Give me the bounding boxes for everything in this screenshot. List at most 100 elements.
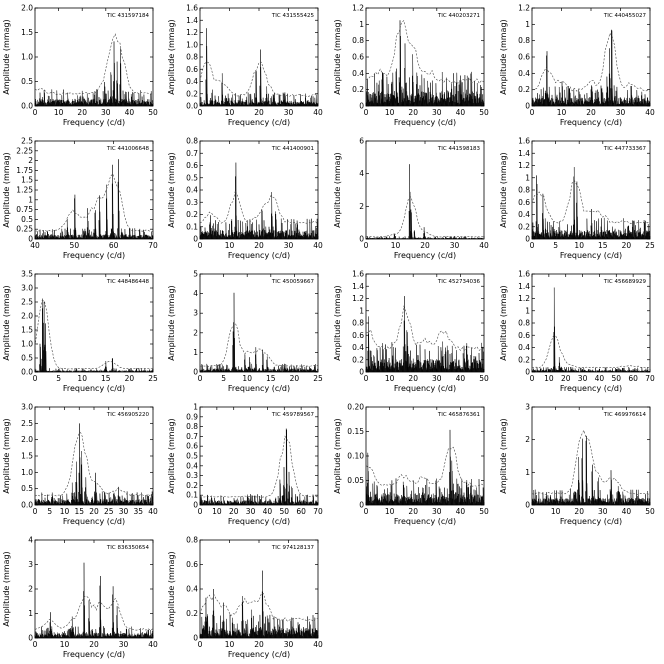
- y-tick-label: 2: [28, 156, 33, 165]
- x-tick-label: 20: [408, 108, 418, 117]
- significance-curve: [532, 180, 650, 225]
- x-tick-label: 40: [479, 241, 489, 250]
- x-tick-label: 30: [616, 108, 626, 117]
- y-axis-label: Amplitude (mmag): [2, 418, 11, 493]
- panel-title: TIC 836350654: [106, 545, 150, 551]
- x-tick-label: 10: [212, 507, 222, 516]
- x-tick-label: 20: [561, 374, 571, 383]
- x-tick-label: 5: [47, 507, 52, 516]
- panel-title: TIC 469976614: [603, 412, 647, 418]
- amplitude-spectrum: [200, 28, 318, 106]
- y-tick-label: 0.2: [518, 85, 530, 94]
- x-axis-label: Frequency (c/d): [228, 517, 290, 526]
- panel-title: TIC 441006648: [106, 146, 150, 152]
- significance-curve: [366, 305, 484, 352]
- y-tick-label: 0.8: [186, 137, 198, 146]
- y-tick-label: 1: [28, 195, 33, 204]
- y-tick-label: 0: [525, 368, 530, 377]
- x-tick-label: 30: [101, 108, 111, 117]
- x-tick-label: 30: [284, 241, 294, 250]
- plot-frame: [531, 406, 651, 506]
- periodogram-panel: 0 10 20 30 40 50 0 0.2 0.4 0.6 0.8 1 1.2 Frequency (c…: [333, 4, 489, 128]
- y-tick-label: 1.0: [186, 40, 198, 49]
- significance-curve: [200, 322, 318, 367]
- y-tick-label: 2.5: [21, 137, 33, 146]
- y-tick-label: 1.2: [518, 4, 530, 13]
- y-axis-label: Amplitude (mmag): [2, 152, 11, 227]
- y-tick-label: 0.2: [186, 89, 198, 98]
- x-tick-label: 0: [364, 108, 369, 117]
- x-tick-label: 0: [33, 640, 38, 649]
- x-tick-label: 40: [125, 108, 135, 117]
- periodogram-panel: 40 50 60 70 00.250.50.7511.251.51.7522.252.5…: [2, 137, 158, 261]
- y-tick-label: 4: [359, 169, 364, 178]
- y-tick-label: 1.25: [16, 186, 33, 195]
- x-tick-label: 40: [595, 374, 605, 383]
- significance-curve: [366, 20, 484, 84]
- y-tick-label: 1.2: [518, 294, 530, 303]
- plot-frame: [531, 273, 651, 373]
- amplitude-spectrum: [532, 167, 650, 239]
- x-tick-label: 10: [551, 507, 561, 516]
- significance-curve: [200, 593, 318, 622]
- x-tick-label: 0: [364, 241, 369, 250]
- y-tick-label: 3: [525, 403, 530, 412]
- x-axis-label: Frequency (c/d): [394, 517, 456, 526]
- y-tick-label: 1: [193, 348, 198, 357]
- panel-title: TIC 974128137: [271, 545, 315, 551]
- periodogram-panel: 0 10 20 30 40 50 0 1 2 3 Frequency (c/d) Amplitude …: [499, 403, 655, 527]
- x-tick-label: 40: [456, 507, 466, 516]
- x-tick-label: 50: [148, 108, 158, 117]
- x-tick-label: 30: [432, 374, 442, 383]
- y-tick-label: 1.75: [16, 166, 33, 175]
- amplitude-spectrum: [35, 423, 153, 505]
- x-axis-label: Frequency (c/d): [228, 251, 290, 260]
- x-tick-label: 40: [313, 108, 323, 117]
- x-tick-label: 0: [33, 374, 38, 383]
- y-axis-label: Amplitude (mmag): [167, 551, 176, 626]
- y-tick-label: 0: [525, 235, 530, 244]
- x-axis-label: Frequency (c/d): [560, 251, 622, 260]
- y-tick-label: 0.5: [21, 77, 33, 86]
- x-axis-label: Frequency (c/d): [394, 251, 456, 260]
- x-tick-label: 10: [225, 640, 235, 649]
- y-tick-label: 1.2: [352, 4, 364, 13]
- periodogram-panel: 0 10 20 30 40 50 60 70 0 0.2 0.4 0.6 0.8 1 1.2 1.4 1.6 Fr…: [499, 270, 655, 394]
- periodogram-panel: 0 10 20 30 40 0 1 2 3 4 Frequency (c/d) Amplitude (…: [2, 536, 158, 660]
- x-axis-label: Frequency (c/d): [228, 118, 290, 127]
- panel-title: TIC 440455027: [603, 13, 647, 19]
- y-tick-label: 1: [525, 20, 530, 29]
- y-tick-label: 0.0: [21, 501, 33, 510]
- y-tick-label: 0.6: [186, 560, 198, 569]
- y-tick-label: 0.2: [518, 222, 530, 231]
- y-tick-label: 0.4: [352, 343, 364, 352]
- x-tick-label: 10: [557, 108, 567, 117]
- y-tick-label: 0.6: [518, 331, 530, 340]
- x-tick-label: 30: [432, 108, 442, 117]
- x-tick-label: 10: [391, 241, 401, 250]
- plot-frame: [199, 406, 319, 506]
- significance-curve: [532, 335, 650, 369]
- y-tick-label: 1.5: [21, 28, 33, 37]
- amplitude-spectrum: [200, 570, 318, 638]
- x-tick-label: 20: [254, 241, 264, 250]
- x-tick-label: 40: [313, 640, 323, 649]
- y-tick-label: 0.10: [347, 452, 364, 461]
- x-tick-label: 10: [60, 640, 70, 649]
- x-tick-label: 40: [148, 640, 158, 649]
- x-tick-label: 0: [530, 507, 535, 516]
- y-tick-label: 3.5: [21, 270, 33, 279]
- x-tick-label: 30: [119, 640, 129, 649]
- x-tick-label: 0: [364, 374, 369, 383]
- panel-title: TIC 431555425: [271, 13, 315, 19]
- x-tick-label: 70: [313, 507, 323, 516]
- y-tick-label: 0.8: [518, 319, 530, 328]
- x-tick-label: 0: [198, 640, 203, 649]
- y-tick-label: 2: [193, 328, 198, 337]
- plot-frame: [199, 7, 319, 107]
- y-tick-label: 0.8: [518, 36, 530, 45]
- x-tick-label: 25: [148, 374, 158, 383]
- y-tick-label: 0.4: [186, 77, 198, 86]
- amplitude-spectrum: [200, 162, 318, 239]
- x-tick-label: 30: [119, 507, 129, 516]
